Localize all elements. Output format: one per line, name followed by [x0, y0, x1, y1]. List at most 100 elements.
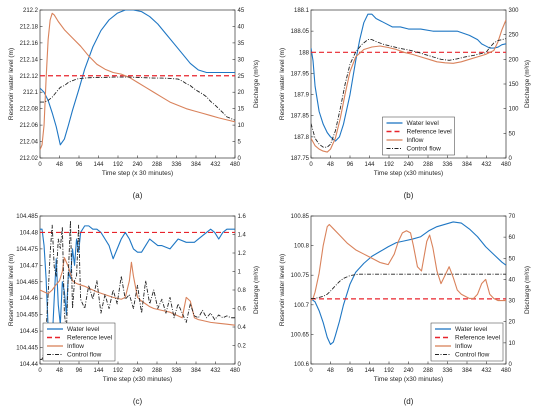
legend-entry: Water level [67, 326, 100, 333]
y-tick-label: 212.14 [20, 57, 39, 63]
y-tick-label: 104.445 [16, 346, 38, 352]
y2-tick-label: 20 [509, 320, 516, 326]
x-tick-label: 480 [501, 162, 512, 168]
x-tick-label: 432 [481, 162, 492, 168]
y2-tick-label: 45 [238, 8, 245, 14]
y-tick-label: 187.9 [294, 93, 310, 99]
y-tick-label: 104.44 [20, 362, 39, 368]
x-tick-label: 96 [347, 162, 354, 168]
legend-entry: Inflow [67, 343, 84, 350]
x-tick-label: 48 [56, 162, 63, 168]
y-axis-title: Reservoir water level (m) [8, 48, 15, 120]
y-tick-label: 212.1 [23, 90, 39, 96]
y-axis-title: Reservoir water level (m) [279, 254, 286, 326]
series-line-control-flow [311, 273, 506, 299]
y-tick-label: 104.455 [16, 313, 38, 319]
x-tick-label: 192 [384, 368, 395, 374]
x-tick-label: 384 [191, 368, 202, 374]
y-tick-label: 100.75 [291, 273, 310, 279]
y-tick-label: 188.05 [291, 29, 310, 35]
x-tick-label: 0 [309, 368, 313, 374]
y2-axis-title: Discharge (m³/s) [524, 60, 531, 108]
x-tick-label: 240 [132, 162, 143, 168]
panel-caption: (c) [133, 397, 143, 406]
x-tick-label: 192 [113, 162, 124, 168]
y2-tick-label: 0 [509, 362, 513, 368]
y2-tick-label: 0 [509, 156, 513, 162]
x-tick-label: 240 [132, 368, 143, 374]
y-tick-label: 187.75 [291, 156, 310, 162]
y2-tick-label: 60 [509, 235, 516, 241]
y2-tick-label: 25 [238, 74, 245, 80]
panel-c: 0 48 96 144 192 240 288 336 384 432 480 104.44 104.4… [8, 214, 260, 406]
x-tick-label: 48 [56, 368, 63, 374]
y-tick-label: 104.475 [16, 247, 38, 253]
y-tick-label: 212.02 [20, 156, 39, 162]
x-tick-label: 96 [76, 368, 83, 374]
y2-tick-label: 1 [238, 270, 242, 276]
series-line-inflow [311, 19, 506, 153]
y2-axis-title: Discharge (m³/s) [253, 60, 260, 108]
y-tick-label: 100.6 [294, 362, 310, 368]
x-tick-label: 288 [152, 368, 163, 374]
x-tick-label: 480 [501, 368, 512, 374]
x-tick-label: 144 [93, 162, 104, 168]
x-tick-label: 240 [403, 162, 414, 168]
x-tick-label: 288 [152, 162, 163, 168]
y-tick-label: 104.46 [20, 296, 39, 302]
y-tick-label: 187.85 [291, 114, 310, 120]
x-tick-label: 336 [442, 368, 453, 374]
x-axis-title: Time step (x30 minutes) [374, 170, 443, 177]
series-line-inflow [40, 12, 235, 150]
y-tick-label: 212.06 [20, 123, 39, 129]
y-axis-title: Reservoir water level (m) [279, 48, 286, 120]
legend-entry: Inflow [407, 137, 424, 144]
y2-tick-label: 250 [509, 33, 520, 39]
x-tick-label: 336 [171, 368, 182, 374]
x-tick-label: 48 [327, 368, 334, 374]
legend-entry: Reference level [455, 335, 501, 342]
y-tick-label: 188 [299, 50, 310, 56]
y-tick-label: 212.08 [20, 107, 39, 113]
y-tick-label: 187.8 [294, 135, 310, 141]
y2-tick-label: 0 [238, 362, 242, 368]
y2-tick-label: 100 [509, 107, 520, 113]
y2-tick-label: 1.6 [238, 214, 247, 220]
y2-tick-label: 0 [238, 156, 242, 162]
legend-entry: Reference level [407, 129, 453, 136]
y-tick-label: 212.18 [20, 24, 39, 30]
y2-tick-label: 50 [509, 131, 516, 137]
panel-d: 0 48 96 144 192 240 288 336 384 432 480 100.6 100.65… [279, 214, 531, 406]
y-tick-label: 104.465 [16, 280, 38, 286]
x-tick-label: 144 [364, 368, 375, 374]
x-tick-label: 96 [76, 162, 83, 168]
panel-a: 0 48 96 144 192 240 288 336 384 432 480 212.02 212.0… [8, 8, 260, 200]
series-line-inflow [40, 257, 235, 326]
legend-entry: Control flow [455, 352, 490, 359]
x-tick-label: 144 [364, 162, 375, 168]
x-tick-label: 336 [442, 162, 453, 168]
y-tick-label: 104.45 [20, 329, 39, 335]
x-tick-label: 384 [191, 162, 202, 168]
legend-entry: Control flow [67, 352, 102, 359]
x-tick-label: 0 [38, 162, 42, 168]
x-tick-label: 240 [403, 368, 414, 374]
y2-tick-label: 150 [509, 82, 520, 88]
y-tick-label: 212.2 [23, 8, 39, 14]
y2-tick-label: 0.6 [238, 307, 247, 313]
series-line-control-flow [40, 76, 235, 121]
y2-tick-label: 300 [509, 8, 520, 14]
x-tick-label: 144 [93, 368, 104, 374]
legend-entry: Inflow [455, 343, 472, 350]
x-tick-label: 288 [423, 162, 434, 168]
y2-tick-label: 200 [509, 57, 520, 63]
y-tick-label: 104.48 [20, 230, 39, 236]
x-tick-label: 192 [113, 368, 124, 374]
x-axis-title: Time step (x30 minutes) [374, 376, 443, 383]
y2-tick-label: 10 [238, 123, 245, 129]
x-axis-title: Time step (x30 minutes) [103, 376, 172, 383]
